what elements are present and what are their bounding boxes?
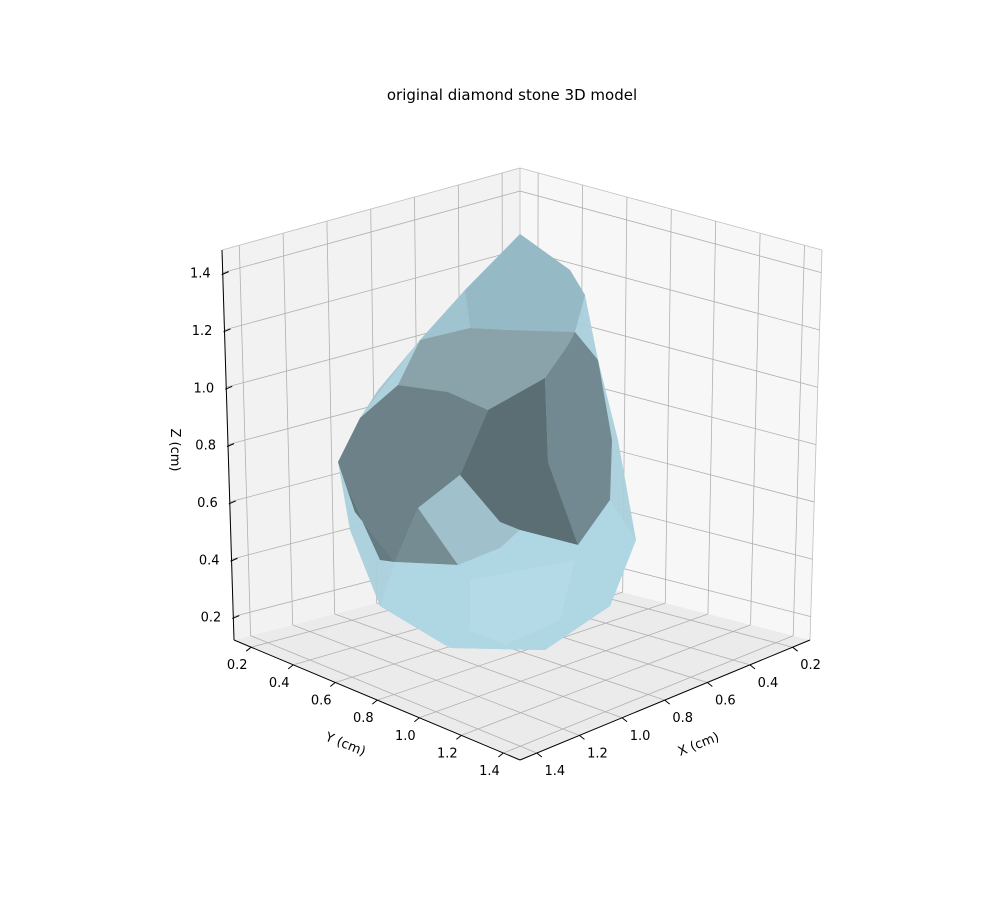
chart-title: original diamond stone 3D model [387, 86, 637, 104]
y-tick-5 [456, 735, 462, 740]
y-axis-ticks: 0.2 0.4 0.6 0.8 1.0 1.2 1.4 [227, 646, 504, 779]
x-tick-1 [749, 664, 756, 670]
y-tick-label: 0.2 [227, 658, 248, 673]
y-axis-label: Y (cm) [322, 730, 368, 760]
x-tick-label: 0.6 [715, 693, 736, 708]
z-tick-4 [225, 385, 233, 390]
z-tick-label: 0.8 [195, 439, 216, 454]
grid-y-floor-4 [419, 613, 709, 719]
pane-edge-right [519, 167, 823, 641]
facet-upper-right [465, 234, 585, 332]
facet-window [418, 475, 520, 565]
y-tick-label: 1.0 [395, 729, 416, 744]
x-tick-label: 0.8 [672, 711, 693, 726]
grid-y-wall-3 [664, 209, 672, 604]
y-tick-label: 0.8 [353, 711, 374, 726]
x-tick-5 [579, 735, 585, 740]
y-tick-2 [329, 682, 336, 687]
grid-x-floor-4 [334, 613, 623, 719]
z-axis-label: Z (cm) [167, 429, 182, 472]
y-tick-1 [287, 664, 294, 670]
x-axis-ticks: 0.2 0.4 0.6 0.8 1.0 1.2 1.4 [536, 646, 821, 779]
grid-y-wall-5 [750, 233, 761, 625]
z-tick-0 [232, 615, 240, 620]
grid-y-wall-4 [707, 221, 717, 614]
z-axis-ticks: 0.2 0.4 0.6 0.8 1.0 1.2 1.4 [190, 267, 240, 626]
grid-y-wall-6 [792, 245, 805, 636]
z-tick-1 [230, 557, 238, 562]
x-tick-0 [792, 646, 798, 652]
x-tick-4 [621, 717, 628, 723]
x-tick-label: 1.0 [630, 729, 651, 744]
grid-x-wall-6 [238, 245, 251, 636]
z-tick-6 [221, 271, 229, 276]
facet-right-dark [545, 332, 612, 545]
z-tick-label: 0.6 [197, 496, 218, 511]
grid-x-wall-5 [282, 233, 294, 625]
x-tick-6 [536, 752, 543, 758]
facet-band [398, 328, 575, 410]
y-tick-0 [245, 646, 252, 652]
facet-upper-left [360, 290, 470, 418]
grid-x-floor-6 [250, 635, 537, 754]
z-tick-label: 0.2 [201, 611, 222, 626]
z-tick-label: 1.0 [194, 381, 215, 396]
grid-x-wall-4 [326, 221, 336, 614]
x-tick-label: 1.4 [544, 764, 565, 779]
x-tick-label: 0.4 [758, 676, 779, 691]
x-tick-2 [707, 682, 713, 687]
x-tick-label: 1.2 [587, 746, 608, 761]
grid-y-floor-5 [461, 624, 751, 736]
x-tick-label: 0.2 [800, 658, 821, 673]
y-tick-4 [414, 717, 420, 723]
y-tick-label: 0.4 [269, 676, 290, 691]
facet-center-dark [460, 378, 578, 545]
z-axis-line [221, 249, 235, 641]
grid-x-floor-5 [292, 624, 580, 736]
x-axis-label: X (cm) [676, 730, 721, 760]
y-tick-label: 0.6 [311, 693, 332, 708]
z-tick-5 [223, 328, 231, 333]
z-tick-label: 1.2 [192, 324, 213, 339]
y-tick-label: 1.4 [479, 764, 500, 779]
pane-floor [234, 566, 810, 760]
y-tick-3 [371, 699, 378, 705]
diamond-surface [338, 234, 636, 650]
x-tick-3 [664, 699, 671, 705]
z-tick-label: 0.4 [199, 553, 220, 568]
y-tick-label: 1.2 [437, 746, 458, 761]
facet-left-dark [338, 385, 488, 562]
z-tick-3 [226, 443, 235, 448]
facet-lower-dark [395, 508, 458, 565]
grid-y-floor-6 [503, 635, 794, 754]
z-tick-2 [228, 500, 236, 505]
y-tick-6 [498, 752, 504, 758]
facet-bottom-highlight [470, 560, 575, 645]
z-tick-label: 1.4 [190, 267, 211, 282]
